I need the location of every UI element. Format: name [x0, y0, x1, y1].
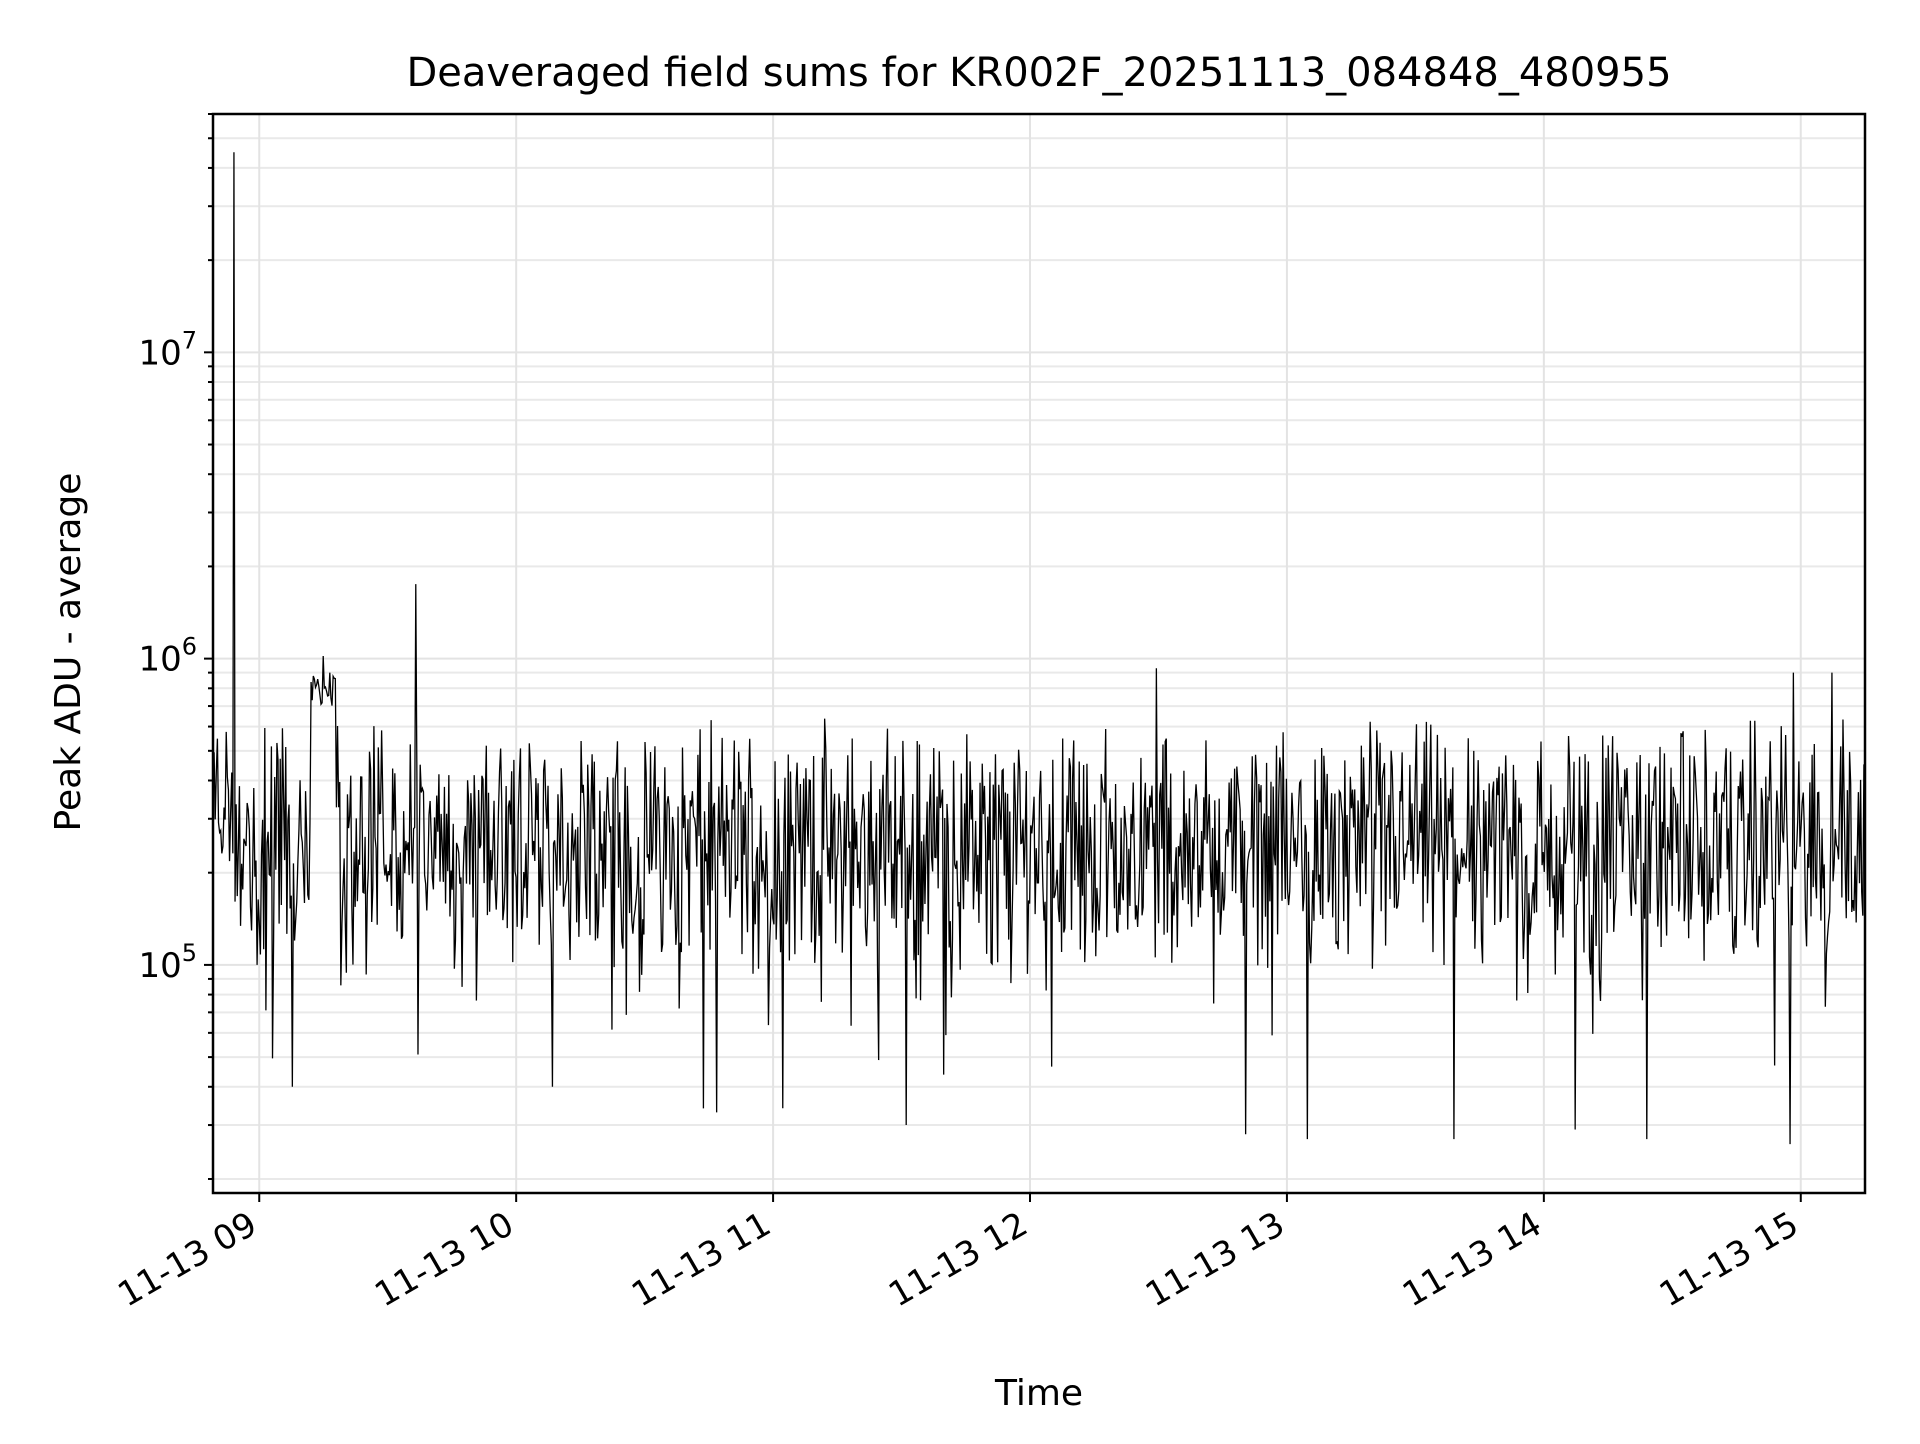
series-layer	[212, 152, 1866, 1145]
x-axis-label: Time	[994, 1373, 1083, 1414]
grid	[213, 113, 1865, 1193]
plot-frame	[211, 112, 1867, 1195]
y-tick-label: 105	[138, 939, 197, 986]
chart-title: Deaveraged field sums for KR002F_2025111…	[406, 50, 1671, 96]
y-axis-label: Peak ADU - average	[48, 473, 89, 832]
series-line	[212, 152, 1866, 1145]
y-tick-label: 106	[138, 633, 197, 680]
y-tick-label: 107	[138, 326, 197, 373]
